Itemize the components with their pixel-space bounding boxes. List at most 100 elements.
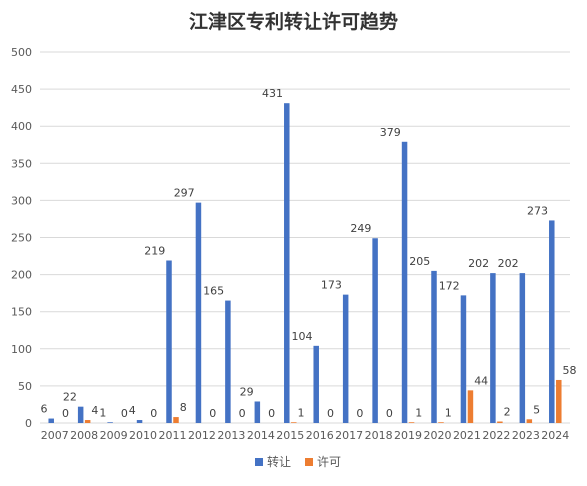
bar-transfer	[225, 300, 231, 423]
legend-label-transfer: 转让	[267, 454, 291, 469]
x-tick-label: 2018	[365, 429, 393, 442]
legend-swatch-transfer	[255, 458, 263, 466]
x-tick-label: 2022	[482, 429, 510, 442]
data-label: 104	[291, 330, 312, 343]
bar-transfer	[166, 260, 172, 423]
data-label: 1	[445, 406, 452, 419]
bar-license	[526, 419, 533, 423]
data-label: 205	[409, 255, 430, 268]
y-tick-label: 350	[11, 157, 32, 170]
x-tick-label: 2013	[217, 429, 245, 442]
data-label: 249	[350, 222, 371, 235]
data-label: 297	[174, 187, 195, 200]
data-label: 0	[356, 407, 363, 420]
x-tick-label: 2010	[129, 429, 157, 442]
bar-license	[84, 420, 91, 423]
data-label: 4	[91, 404, 98, 417]
y-tick-label: 300	[11, 194, 32, 207]
legend-label-license: 许可	[317, 455, 341, 469]
x-tick-label: 2011	[159, 429, 187, 442]
y-tick-label: 150	[11, 306, 32, 319]
data-label: 0	[327, 407, 334, 420]
bar-layer	[48, 103, 562, 424]
data-label: 1	[298, 406, 305, 419]
bar-transfer	[136, 420, 143, 423]
data-label: 1	[415, 406, 422, 419]
bar-transfer	[195, 202, 202, 423]
x-tick-label: 2019	[394, 429, 422, 442]
legend: 转让 许可	[255, 454, 341, 469]
x-tick-label: 2024	[541, 429, 569, 442]
data-label: 29	[240, 385, 254, 398]
bar-transfer	[313, 345, 319, 423]
bar-transfer	[460, 295, 467, 423]
data-label: 0	[239, 407, 246, 420]
bar-transfer	[254, 401, 261, 423]
y-tick-label: 50	[18, 380, 32, 393]
bar-transfer	[549, 220, 555, 423]
y-tick-label: 250	[11, 232, 32, 245]
legend-swatch-license	[305, 458, 313, 466]
y-tick-label: 450	[11, 83, 32, 96]
bar-transfer	[490, 273, 496, 423]
data-label: 22	[63, 391, 77, 404]
y-tick-label: 100	[11, 343, 32, 356]
x-tick-label: 2017	[335, 429, 363, 442]
x-tick-label: 2021	[453, 429, 481, 442]
data-label: 202	[468, 257, 489, 270]
bar-license	[408, 422, 415, 423]
data-label: 4	[129, 404, 136, 417]
bar-license	[556, 379, 562, 423]
x-tick-label: 2012	[188, 429, 216, 442]
x-tick-label: 2014	[247, 429, 275, 442]
data-label: 8	[180, 401, 187, 414]
y-tick-label: 500	[11, 46, 32, 59]
data-label: 202	[498, 257, 519, 270]
bar-transfer	[431, 270, 437, 423]
x-tick-label: 2020	[424, 429, 452, 442]
data-label: 2	[504, 406, 511, 419]
data-label: 0	[209, 407, 216, 420]
bar-transfer	[519, 273, 526, 423]
x-tick-label: 2016	[306, 429, 334, 442]
bar-license	[173, 417, 179, 423]
data-label: 165	[203, 285, 224, 298]
data-label: 219	[144, 245, 165, 258]
data-label: 273	[527, 204, 548, 217]
data-label: 5	[533, 403, 540, 416]
y-tick-label: 0	[25, 417, 32, 430]
y-tick-label: 200	[11, 269, 32, 282]
data-label: 58	[563, 364, 577, 377]
bar-license	[438, 422, 444, 423]
bar-transfer	[77, 406, 84, 423]
data-label: 379	[380, 126, 401, 139]
data-label: 173	[321, 279, 342, 292]
data-label: 1	[99, 406, 106, 419]
bar-transfer	[401, 141, 408, 424]
bar-transfer	[107, 422, 113, 423]
bar-transfer	[48, 418, 54, 423]
data-label: 0	[386, 407, 393, 420]
data-label: 0	[121, 407, 128, 420]
x-tick-label: 2009	[100, 429, 128, 442]
x-tick-label: 2023	[512, 429, 540, 442]
bar-license	[497, 421, 503, 423]
bar-license	[467, 390, 474, 423]
data-label: 0	[62, 407, 69, 420]
data-label: 431	[262, 87, 283, 100]
data-label: 172	[439, 279, 460, 292]
data-label: 0	[150, 407, 157, 420]
data-label: 6	[40, 403, 47, 416]
bar-license	[291, 422, 297, 423]
y-tick-label: 400	[11, 120, 32, 133]
data-label: 0	[268, 407, 275, 420]
bar-transfer	[372, 238, 378, 423]
data-label: 44	[474, 374, 488, 387]
chart-title: 江津区专利转让许可趋势	[189, 10, 398, 33]
grid-layer	[40, 51, 570, 424]
bar-transfer	[342, 294, 349, 423]
